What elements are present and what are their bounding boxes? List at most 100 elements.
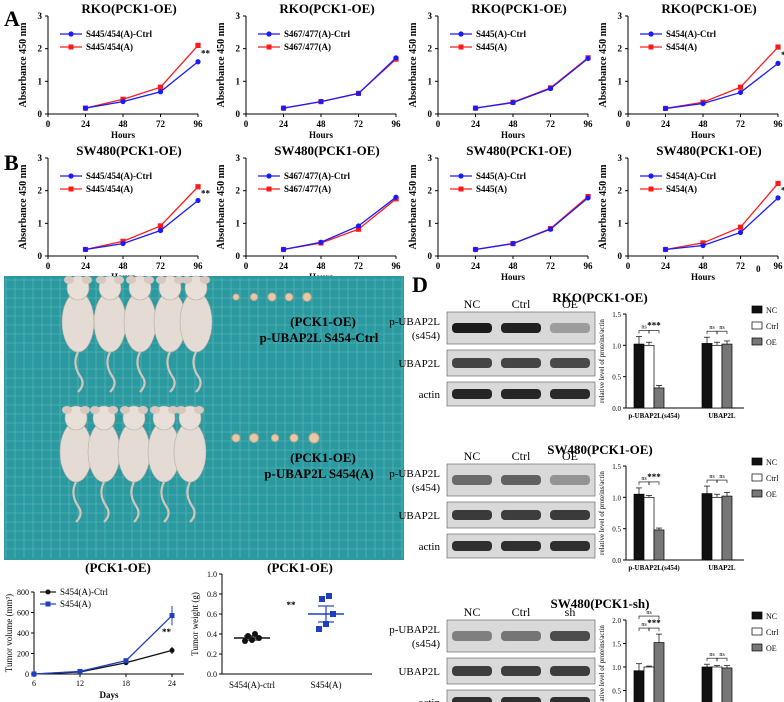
lane-label: sh	[565, 605, 576, 619]
mouse-ear	[80, 406, 90, 414]
lane-label: Ctrl	[512, 297, 531, 311]
y-tick-label: 2	[38, 44, 43, 54]
mouse-tail	[72, 481, 82, 523]
legend-swatch	[751, 305, 763, 314]
y-tick-label: 1	[236, 218, 241, 228]
blot-band	[550, 541, 590, 551]
data-point	[169, 647, 175, 653]
y-tick-label: 0	[38, 109, 43, 119]
x-tick-label: 24	[279, 261, 289, 271]
data-point	[120, 240, 126, 247]
data-point	[319, 596, 325, 602]
data-point	[700, 100, 706, 107]
x-tick-label: 96	[584, 261, 594, 271]
y-tick-label: 2	[38, 186, 43, 196]
y-tick-label: 3	[618, 11, 623, 21]
blot-row-label: (s454)	[412, 638, 440, 650]
x-axis-label: Days	[99, 690, 118, 700]
legend-marker	[648, 173, 654, 179]
stray-label: 0	[756, 264, 761, 274]
mouse-ear	[144, 276, 154, 284]
sig-bracket	[716, 657, 728, 662]
y-tick-label: 2.0	[612, 617, 621, 625]
blot-band	[501, 510, 541, 520]
group-label: p-UBAP2L(s454)	[628, 412, 680, 420]
series-line-mut	[475, 196, 589, 251]
series-line-ctrl	[85, 199, 199, 251]
y-axis-label: Absorbance 450 nm	[216, 164, 227, 250]
significance-label: ns	[719, 474, 725, 480]
legend-swatch	[751, 489, 763, 498]
significance-label: ***	[647, 472, 661, 482]
panel-letter-B: B	[4, 150, 19, 175]
data-point	[323, 621, 329, 627]
legend-label: Ctrl	[766, 474, 779, 483]
data-point	[31, 671, 37, 677]
series-line-ctrl	[85, 61, 199, 109]
blot-band	[550, 631, 590, 641]
series-line-mut	[665, 46, 779, 110]
panel-letter-A: A	[4, 6, 20, 31]
x-tick-label: 0	[626, 261, 631, 271]
x-tick-label: 48	[317, 261, 327, 271]
mouse-tail	[186, 481, 196, 523]
legend-marker	[45, 601, 51, 607]
x-tick-label: 6	[32, 679, 36, 688]
significance-label: ns	[646, 610, 652, 616]
blot-band	[501, 475, 541, 485]
y-axis-label: Absorbance 450 nm	[18, 164, 29, 250]
mouse-ear	[168, 406, 178, 414]
significance-label: ns	[709, 652, 715, 658]
series-line	[33, 615, 173, 675]
legend-marker	[68, 173, 74, 179]
legend-label: S467/477(A)-Ctrl	[284, 171, 350, 181]
y-tick-label: 200	[17, 650, 29, 659]
x-tick-label: 0	[626, 119, 631, 129]
bar	[721, 495, 733, 561]
legend-marker	[458, 44, 464, 50]
sig-bracket	[638, 330, 650, 334]
x-tick-label: 24	[471, 261, 481, 271]
data-point	[775, 60, 781, 66]
legend-label: S454(A)-Ctrl	[60, 587, 108, 597]
data-point	[242, 638, 248, 644]
sig-bracket	[706, 479, 718, 484]
chart-title: SW480(PCK1-OE)	[274, 143, 379, 158]
data-point	[737, 89, 744, 96]
legend-swatch	[751, 473, 763, 482]
mouse-ear	[138, 406, 148, 414]
legend-marker	[45, 589, 51, 595]
mouse-ear	[174, 276, 184, 284]
data-point	[195, 184, 201, 190]
line-chart-3: 0 1 2 3 0 24 48 72 96 Hours Absorbance 450 nm RKO(P…	[408, 1, 593, 140]
data-point	[355, 226, 362, 232]
x-tick-label: 0	[244, 261, 249, 271]
legend-marker	[458, 31, 464, 37]
series-line-ctrl	[665, 197, 779, 251]
blot-row-label: (s454)	[412, 482, 440, 494]
mouse-ear	[200, 276, 210, 284]
legend-marker	[68, 186, 74, 192]
chart-title: (PCK1-OE)	[267, 560, 333, 575]
blot-band	[501, 323, 541, 333]
mouse-body	[93, 291, 127, 353]
blot-row-label: p-UBAP2L	[389, 468, 440, 480]
blot-band	[550, 358, 590, 368]
blot-band	[550, 389, 590, 399]
y-tick-label: 3	[618, 153, 623, 163]
blot-row-label: actin	[419, 697, 441, 702]
x-tick-label: 24	[81, 119, 91, 129]
mouse-body	[87, 421, 121, 483]
x-tick-label: 72	[354, 261, 364, 271]
legend-label: S445(A)	[476, 42, 507, 52]
x-tick-label: 24	[168, 679, 176, 688]
legend-label: OE	[766, 338, 777, 347]
x-tick-label: 24	[279, 119, 289, 129]
blot-band	[501, 631, 541, 641]
y-tick-label: 1.0	[612, 664, 621, 672]
legend-marker	[458, 186, 464, 192]
y-tick-label: 1.5	[612, 641, 621, 649]
y-tick-label: 1.0	[207, 570, 217, 579]
y-tick-label: 3	[428, 153, 433, 163]
